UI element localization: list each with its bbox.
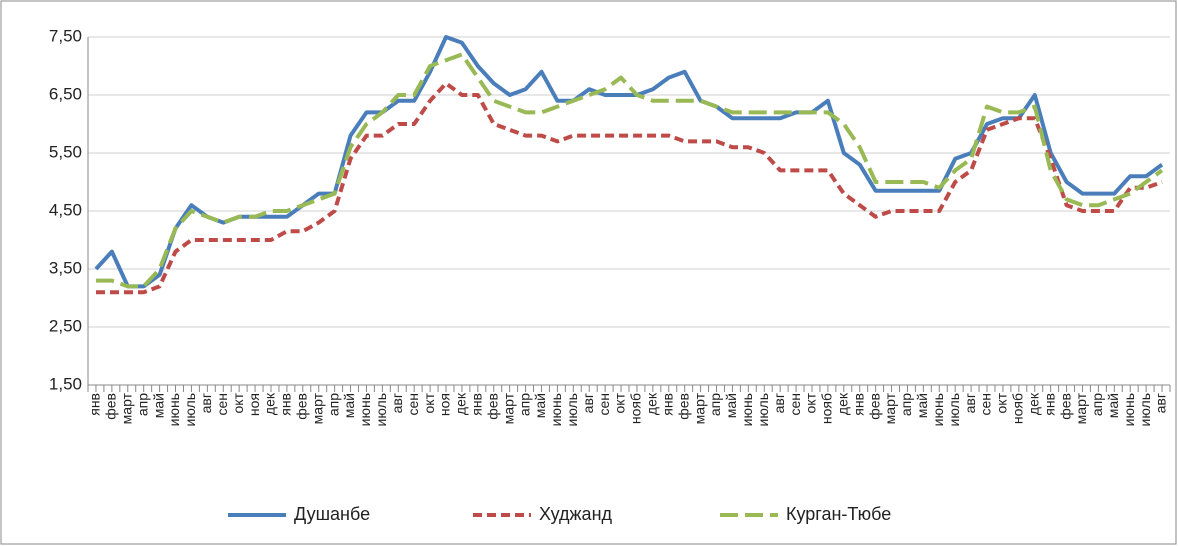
x-tick-label: сен <box>978 393 994 416</box>
x-tick-label: нояб <box>1010 393 1026 424</box>
x-tick-label: июль <box>946 393 962 426</box>
x-tick-label: ноя <box>437 393 453 416</box>
x-tick-label: апр <box>516 393 532 416</box>
x-tick-label: нояб <box>819 393 835 424</box>
x-tick-label: авг <box>962 393 978 413</box>
x-tick-label: авг <box>198 393 214 413</box>
x-tick-label: март <box>691 392 707 424</box>
x-tick-label: янв <box>278 393 294 416</box>
y-tick-label: 1,50 <box>49 374 82 393</box>
x-tick-label: авг <box>771 393 787 413</box>
x-tick-label: сен <box>596 393 612 416</box>
x-tick-label: апр <box>134 393 150 416</box>
x-tick-label: авг <box>580 393 596 413</box>
x-tick-label: окт <box>803 392 819 413</box>
series-line <box>96 52 1164 289</box>
x-tick-label: июнь <box>1121 393 1137 426</box>
x-tick-label: авг <box>1153 393 1169 413</box>
x-tick-label: янв <box>87 393 103 416</box>
x-tick-label: июль <box>182 393 198 426</box>
x-tick-label: окт <box>612 392 628 413</box>
x-tick-label: апр <box>1089 393 1105 416</box>
x-tick-label: июль <box>1137 393 1153 426</box>
x-tick-label: янв <box>1041 393 1057 416</box>
x-tick-label: дек <box>1025 392 1041 415</box>
legend-label: Душанбе <box>294 504 370 524</box>
x-tick-label: июнь <box>930 393 946 426</box>
x-tick-label: апр <box>898 393 914 416</box>
x-tick-label: июль <box>755 393 771 426</box>
x-tick-label: март <box>309 392 325 424</box>
series-line <box>96 81 1163 295</box>
x-tick-label: авг <box>389 393 405 413</box>
x-tick-label: сен <box>214 393 230 416</box>
x-tick-label: янв <box>850 393 866 416</box>
x-tick-label: янв <box>469 393 485 416</box>
x-tick-label: дек <box>453 392 469 415</box>
x-tick-label: июнь <box>739 393 755 426</box>
x-tick-label: окт <box>230 392 246 413</box>
x-tick-label: май <box>532 393 548 418</box>
legend-label: Курган-Тюбе <box>786 504 891 524</box>
x-tick-label: дек <box>644 392 660 415</box>
x-tick-label: июль <box>373 393 389 426</box>
x-tick-label: март <box>1073 392 1089 424</box>
x-tick-label: фев <box>294 393 310 420</box>
y-tick-label: 3,50 <box>49 258 82 277</box>
x-tick-label: май <box>914 393 930 418</box>
x-tick-label: дек <box>835 392 851 415</box>
y-tick-label: 4,50 <box>49 200 82 219</box>
x-tick-label: окт <box>994 392 1010 413</box>
x-tick-label: фев <box>484 393 500 420</box>
y-tick-label: 7,50 <box>49 26 82 45</box>
x-tick-label: май <box>1105 393 1121 418</box>
x-tick-label: сен <box>787 393 803 416</box>
x-tick-label: янв <box>659 393 675 416</box>
x-tick-label: окт <box>421 392 437 413</box>
x-tick-label: сен <box>405 393 421 416</box>
x-tick-label: июнь <box>166 393 182 426</box>
x-tick-label: март <box>118 392 134 424</box>
x-tick-label: март <box>500 392 516 424</box>
x-tick-label: май <box>341 393 357 418</box>
x-tick-label: июнь <box>548 393 564 426</box>
y-tick-label: 5,50 <box>49 142 82 161</box>
x-tick-label: фев <box>675 393 691 420</box>
x-tick-label: нояб <box>628 393 644 424</box>
x-tick-label: июль <box>564 393 580 426</box>
x-tick-label: июнь <box>357 393 373 426</box>
x-tick-label: март <box>882 392 898 424</box>
x-tick-label: фев <box>866 393 882 420</box>
x-tick-label: ноя <box>246 393 262 416</box>
x-tick-label: май <box>150 393 166 418</box>
x-tick-label: фев <box>103 393 119 420</box>
x-tick-label: апр <box>325 393 341 416</box>
y-tick-label: 6,50 <box>49 84 82 103</box>
y-tick-label: 2,50 <box>49 316 82 335</box>
x-tick-label: дек <box>262 392 278 415</box>
series-line <box>94 35 1164 289</box>
x-tick-label: май <box>723 393 739 418</box>
x-tick-label: апр <box>707 393 723 416</box>
legend-label: Худжанд <box>539 504 613 524</box>
x-tick-label: фев <box>1057 393 1073 420</box>
